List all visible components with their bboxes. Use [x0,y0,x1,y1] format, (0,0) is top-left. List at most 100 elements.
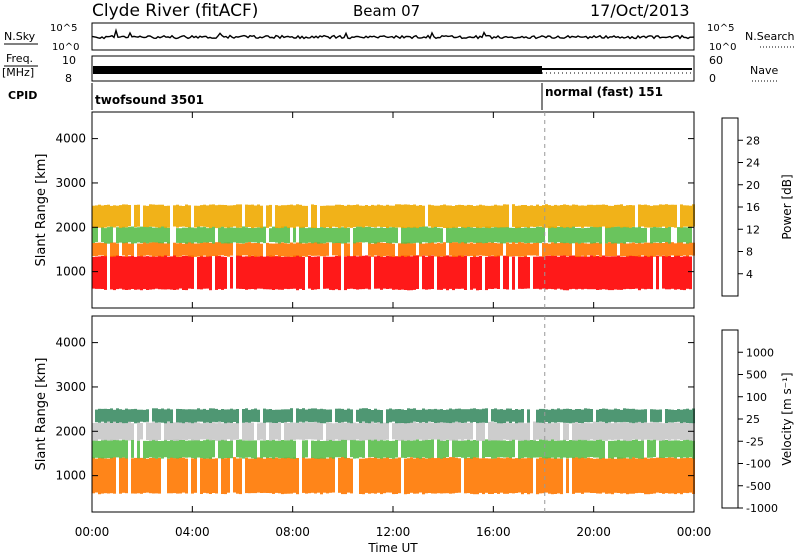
data-cell [488,205,491,229]
data-cell [320,227,323,244]
data-cell [197,257,200,290]
data-cell [155,458,158,494]
time-tick-label: 00:00 [677,525,712,539]
data-cell [131,243,134,257]
data-cell [203,226,206,243]
data-cell [689,205,692,228]
data-cell [455,422,458,441]
data-cell [326,205,329,228]
data-cell [422,457,425,495]
data-cell [236,227,239,243]
data-cell [269,204,272,227]
data-cell [560,409,563,423]
data-cell [416,227,419,243]
data-cell [338,204,341,229]
data-cell [101,422,104,441]
data-cell [563,422,566,441]
data-cell [395,256,398,290]
data-cell [449,228,452,243]
data-cell [527,226,530,243]
data-cell [446,457,449,494]
data-cell [644,204,647,228]
data-cell [539,227,542,244]
data-cell [164,439,167,458]
data-cell [602,457,605,493]
data-cell [203,242,206,256]
data-cell [599,226,602,244]
data-cell [689,227,692,243]
data-cell [674,422,677,440]
data-cell [341,408,344,423]
data-cell [587,423,590,441]
data-cell [548,205,551,229]
data-cell [329,457,332,493]
data-cell [308,242,311,256]
data-cell [308,255,311,289]
data-cell [503,409,506,423]
data-cell [152,242,155,257]
data-cell [104,242,107,257]
colorbar-tick-label: 16 [746,201,760,214]
data-cell [434,243,437,257]
data-cell [311,408,314,423]
data-cell [158,255,161,290]
data-cell [431,242,434,256]
data-cell [485,408,488,423]
data-cell [326,256,329,289]
data-cell [689,440,692,458]
data-cell [677,440,680,458]
data-cell [458,440,461,457]
data-cell [521,228,524,243]
data-cell [275,409,278,423]
data-cell [212,458,215,493]
data-cell [656,255,659,290]
data-cell [284,457,287,494]
data-cell [311,227,314,244]
data-cell [101,242,104,256]
data-cell [209,457,212,494]
data-cell [386,255,389,289]
data-cell [230,242,233,256]
colorbar-tick-label: 1000 [746,346,774,359]
data-cell [323,205,326,228]
data-cell [257,227,260,244]
data-cell [656,242,659,256]
data-cell [542,256,545,289]
data-cell [257,409,260,423]
data-cell [506,422,509,440]
data-cell [383,256,386,289]
data-cell [587,408,590,423]
data-cell [509,243,512,257]
data-cell [671,440,674,458]
data-cell [92,205,95,228]
data-cell [458,243,461,256]
data-cell [161,204,164,227]
data-cell [611,205,614,228]
data-cell [257,256,260,289]
colorbar-tick-label: 28 [746,134,760,147]
data-cell [374,457,377,494]
data-cell [383,422,386,440]
data-cell [599,458,602,494]
data-cell [596,409,599,423]
data-cell [314,227,317,243]
data-cell [377,255,380,289]
data-cell [584,205,587,227]
data-cell [638,242,641,257]
data-cell [485,256,488,291]
data-cell [152,457,155,494]
data-cell [242,243,245,256]
colorbar-tick-label: -1000 [746,502,778,515]
data-cell [353,205,356,228]
data-cell [161,440,164,459]
data-cell [458,228,461,244]
data-cell [470,227,473,242]
data-cell [608,423,611,440]
data-cell [668,204,671,227]
data-cell [395,421,398,440]
data-cell [590,440,593,457]
data-cell [395,409,398,424]
data-cell [341,205,344,227]
data-cell [641,439,644,459]
